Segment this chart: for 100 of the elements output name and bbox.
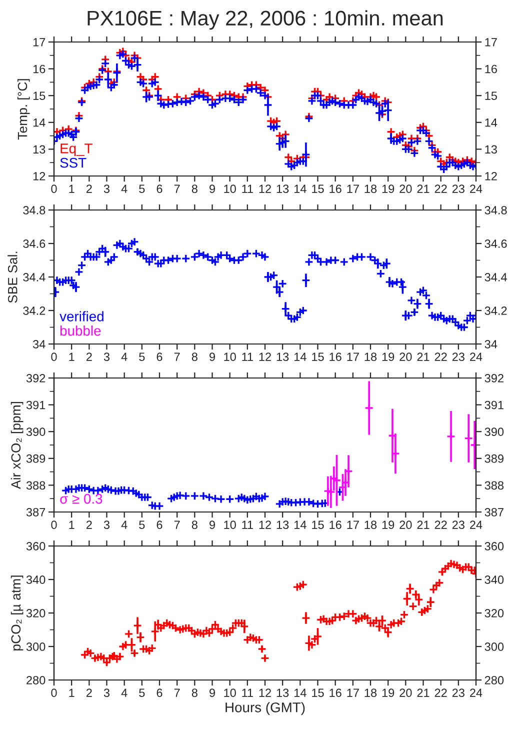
x-tick-label: 19 xyxy=(382,184,394,194)
y2-tick-label: 17 xyxy=(485,38,497,46)
y-tick-label: 280 xyxy=(26,676,46,684)
x-tick-label: 6 xyxy=(156,520,162,530)
x-tick-label: 24 xyxy=(470,184,482,193)
x-tick-label: 9 xyxy=(210,352,215,362)
y2-tick-label: 34 xyxy=(484,340,498,348)
y2-tick-label: 320 xyxy=(484,609,504,618)
x-tick-label: 1 xyxy=(69,184,74,193)
y-tick-label: 34.6 xyxy=(23,240,46,248)
legend-label: bubble xyxy=(60,325,101,336)
y-tick-label: 391 xyxy=(26,400,46,410)
x-tick-label: 15 xyxy=(312,688,324,698)
x-tick-label: 16 xyxy=(330,688,342,698)
x-tick-label: 5 xyxy=(139,184,145,194)
y-tick-label: 320 xyxy=(26,609,46,618)
x-tick-label: 22 xyxy=(434,352,447,361)
x-tick-label: 22 xyxy=(434,688,447,697)
y2-tick-label: 340 xyxy=(484,576,504,584)
x-tick-label: 22 xyxy=(434,184,447,193)
x-tick-label: 8 xyxy=(192,352,198,362)
y2-tick-label: 34.4 xyxy=(484,273,507,282)
x-tick-label: 8 xyxy=(192,688,198,698)
x-tick-label: 19 xyxy=(382,520,394,530)
x-tick-label: 7 xyxy=(174,184,180,193)
y2-tick-label: 12 xyxy=(485,172,497,180)
x-tick-label: 14 xyxy=(294,688,306,697)
x-tick-label: 12 xyxy=(259,688,271,697)
x-axis-title: Hours (GMT) xyxy=(226,702,305,716)
x-tick-label: 5 xyxy=(139,520,145,530)
y-tick-label: 387 xyxy=(26,508,46,516)
y-tick-label: 14 xyxy=(33,118,46,127)
y-tick-label: 392 xyxy=(26,374,46,382)
x-tick-label: 8 xyxy=(192,184,198,194)
x-tick-label: 9 xyxy=(210,520,215,530)
y2-tick-label: 360 xyxy=(484,542,504,550)
y2-tick-label: 16 xyxy=(485,64,497,74)
x-tick-label: 20 xyxy=(400,184,412,194)
y-axis-title: Temp. [°C] xyxy=(17,79,30,140)
x-tick-label: 23 xyxy=(452,520,464,530)
x-tick-label: 10 xyxy=(224,688,236,698)
x-tick-label: 1 xyxy=(69,688,74,697)
x-tick-label: 18 xyxy=(364,520,377,530)
y2-tick-label: 34.8 xyxy=(484,206,507,214)
y2-tick-label: 34.2 xyxy=(484,306,507,315)
x-tick-label: 17 xyxy=(347,520,359,529)
y-tick-label: 388 xyxy=(26,481,46,490)
series-label: SST xyxy=(60,158,86,168)
x-tick-label: 12 xyxy=(259,352,271,361)
x-tick-label: 18 xyxy=(364,688,377,698)
y-tick-label: 360 xyxy=(26,542,46,550)
x-tick-label: 18 xyxy=(364,184,377,194)
y-tick-label: 300 xyxy=(26,642,46,651)
y-tick-label: 16 xyxy=(33,64,46,74)
series-label: Eq_T xyxy=(60,144,92,156)
x-tick-label: 7 xyxy=(174,520,180,529)
x-tick-label: 2 xyxy=(86,688,92,697)
x-tick-label: 23 xyxy=(452,688,464,698)
x-tick-label: 15 xyxy=(312,520,324,530)
x-tick-label: 14 xyxy=(294,520,306,529)
x-tick-label: 4 xyxy=(121,520,128,529)
x-tick-label: 7 xyxy=(174,352,180,361)
x-tick-label: 17 xyxy=(347,184,359,193)
x-tick-label: 4 xyxy=(121,352,128,361)
y-tick-label: 12 xyxy=(33,172,46,180)
y-axis-title: Air xCO₂ [ppm] xyxy=(10,402,24,489)
y-tick-label: 13 xyxy=(33,145,46,154)
x-tick-label: 6 xyxy=(156,184,162,194)
y2-tick-label: 14 xyxy=(485,118,498,127)
x-tick-label: 0 xyxy=(51,352,57,362)
x-tick-label: 13 xyxy=(276,520,289,530)
y-tick-label: 34 xyxy=(32,340,46,348)
x-tick-label: 10 xyxy=(224,184,236,194)
y2-tick-label: 390 xyxy=(484,428,504,436)
x-tick-label: 2 xyxy=(86,184,92,193)
x-tick-label: 21 xyxy=(417,520,430,529)
x-tick-label: 19 xyxy=(382,352,394,362)
series-label: verified xyxy=(60,311,104,322)
x-tick-label: 15 xyxy=(312,352,324,362)
y2-tick-label: 387 xyxy=(484,508,504,516)
y-axis-title: pCO₂ [µ atm] xyxy=(10,576,24,650)
x-tick-label: 13 xyxy=(276,184,289,194)
x-tick-label: 16 xyxy=(330,184,342,194)
x-tick-label: 5 xyxy=(139,352,145,362)
x-tick-label: 0 xyxy=(51,520,57,530)
y2-tick-label: 389 xyxy=(484,454,504,463)
x-tick-label: 17 xyxy=(347,352,359,361)
x-tick-label: 18 xyxy=(364,352,377,362)
y-tick-label: 34.8 xyxy=(23,206,46,214)
x-tick-label: 8 xyxy=(192,520,198,530)
x-tick-label: 19 xyxy=(382,688,394,698)
x-tick-label: 1 xyxy=(69,520,74,529)
x-tick-label: 20 xyxy=(400,520,412,530)
x-tick-label: 22 xyxy=(434,520,447,529)
x-tick-label: 24 xyxy=(470,352,482,361)
x-tick-label: 21 xyxy=(417,688,430,697)
x-tick-label: 17 xyxy=(347,688,359,697)
x-tick-label: 10 xyxy=(224,352,236,362)
y-tick-label: 340 xyxy=(26,576,46,584)
x-tick-label: 16 xyxy=(330,520,342,530)
